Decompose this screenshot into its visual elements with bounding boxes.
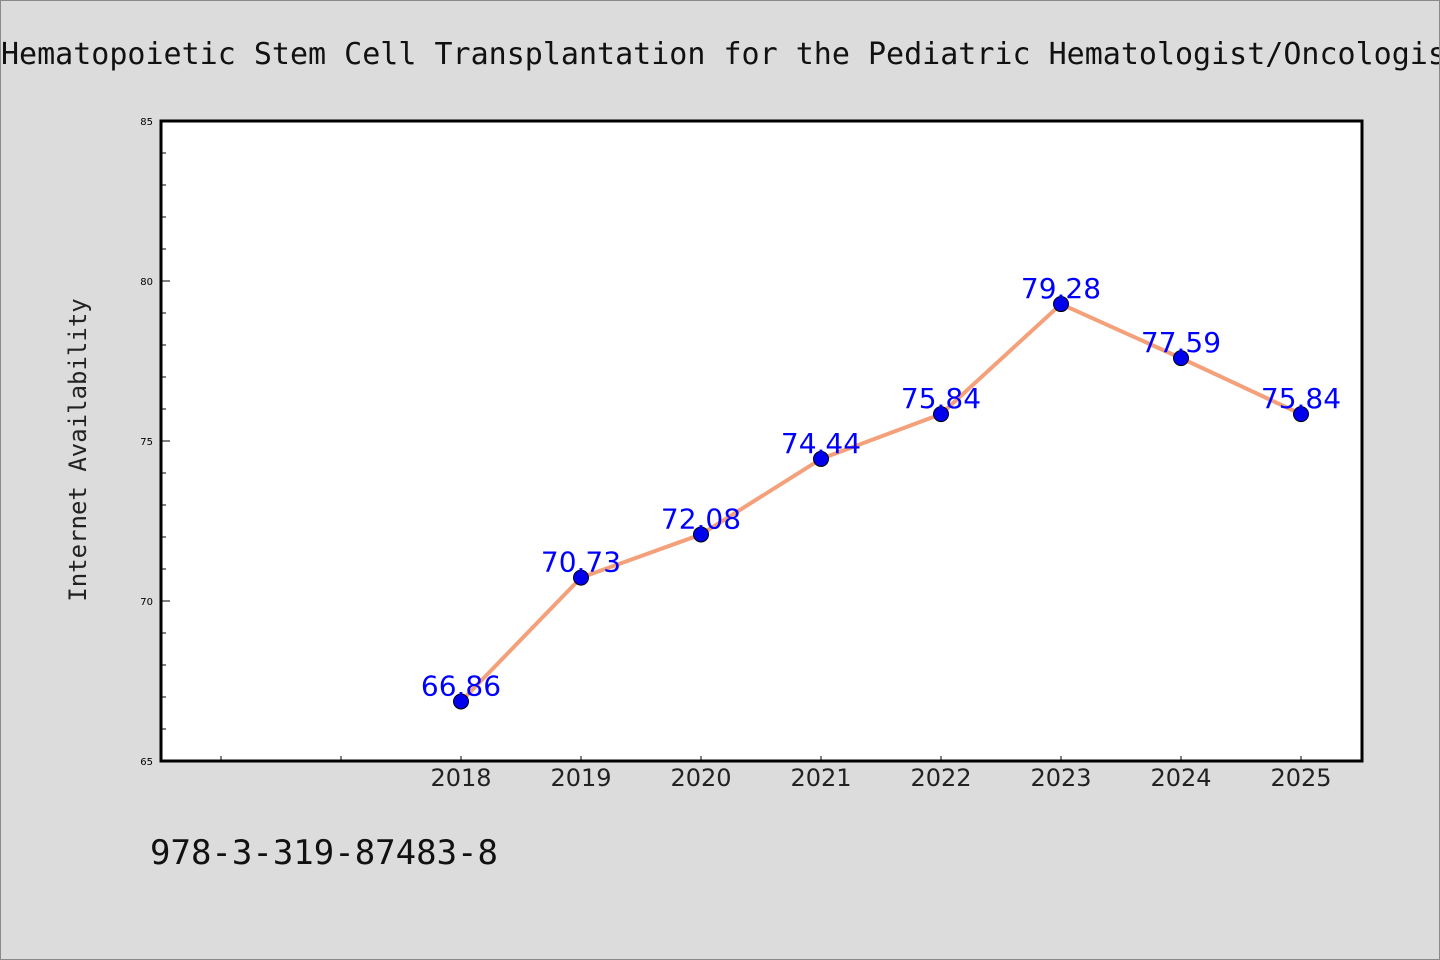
data-point <box>813 450 829 467</box>
isbn-text: 978-3-319-87483-8 <box>150 833 498 873</box>
x-tick-label: 2020 <box>670 764 731 792</box>
x-tick-label: 2022 <box>910 764 971 792</box>
x-tick-label: 2024 <box>1150 764 1211 792</box>
x-axis: 2018 2019 2020 2021 2022 2023 2024 2025 <box>220 756 1332 792</box>
data-point <box>1053 296 1069 313</box>
data-label: 77.59 <box>1141 326 1221 359</box>
data-point <box>573 569 589 586</box>
data-point <box>453 693 469 710</box>
y-tick-label: 70 <box>140 597 153 608</box>
y-tick-label: 80 <box>140 277 153 288</box>
data-point <box>933 406 949 423</box>
x-tick-label: 2018 <box>430 764 491 792</box>
data-label: 74.44 <box>781 427 861 460</box>
y-tick-label: 65 <box>140 757 153 768</box>
x-tick-label: 2019 <box>550 764 611 792</box>
data-point <box>1173 350 1189 367</box>
data-label: 72.08 <box>661 502 741 535</box>
data-point <box>1293 406 1309 423</box>
x-tick-label: 2023 <box>1030 764 1091 792</box>
data-label: 79.28 <box>1021 272 1101 305</box>
y-axis: 65 70 75 80 85 <box>140 117 170 768</box>
x-tick-label: 2021 <box>790 764 851 792</box>
plot-area <box>159 119 1364 763</box>
data-label: 70.73 <box>541 546 621 579</box>
data-point <box>693 526 709 543</box>
series-markers <box>453 296 1309 710</box>
y-tick-label: 75 <box>140 437 153 448</box>
data-label: 66.86 <box>421 669 501 702</box>
data-label: 75.84 <box>1261 382 1341 415</box>
data-label: 75.84 <box>901 382 981 415</box>
y-tick-label: 85 <box>140 117 153 128</box>
data-labels: 66.86 70.73 72.08 74.44 75.84 79.28 77.59 75.84 <box>421 272 1341 702</box>
series-line <box>459 302 1302 703</box>
x-tick-label: 2025 <box>1270 764 1331 792</box>
chart-title: Hematopoietic Stem Cell Transplantation … <box>1 37 1440 72</box>
y-axis-label: Internet Availability <box>64 298 92 601</box>
